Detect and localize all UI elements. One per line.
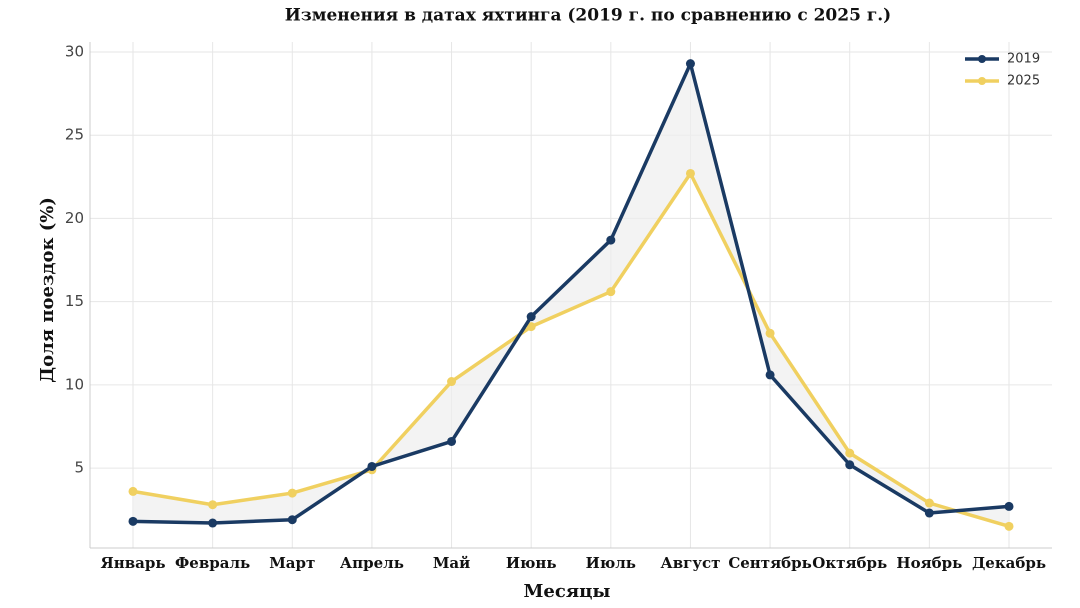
data-point [765, 370, 775, 380]
data-point [765, 328, 775, 338]
x-tick-label: Сентябрь [728, 554, 812, 572]
legend-marker [978, 55, 986, 63]
data-point [447, 377, 457, 387]
x-tick-label: Январь [100, 554, 165, 572]
data-point [447, 436, 457, 446]
x-tick-label: Февраль [175, 554, 250, 572]
x-tick-label: Июль [586, 554, 636, 572]
x-tick-label: Апрель [340, 554, 404, 572]
data-point [287, 488, 297, 498]
data-point [685, 59, 695, 69]
series-line [132, 171, 1010, 529]
legend-marker [978, 77, 986, 85]
data-point [367, 461, 377, 471]
data-point [845, 448, 855, 458]
chart-title: Изменения в датах яхтинга (2019 г. по ср… [285, 6, 891, 26]
data-point [208, 500, 218, 510]
data-point [128, 486, 138, 496]
data-point [287, 515, 297, 525]
x-tick-label: Май [433, 554, 470, 572]
x-tick-label: Декабрь [972, 554, 1046, 572]
data-point [128, 516, 138, 526]
y-tick-label: 25 [65, 126, 84, 144]
data-point [606, 287, 616, 297]
x-tick-label: Март [269, 554, 315, 572]
data-point [685, 168, 695, 178]
data-point [526, 322, 536, 332]
x-tick-label: Ноябрь [896, 554, 962, 572]
legend-label: 2019 [1007, 52, 1040, 67]
data-point [924, 498, 934, 508]
y-tick-label: 15 [65, 292, 84, 310]
x-tick-label: Август [661, 554, 721, 572]
x-tick-label: Июнь [506, 554, 557, 572]
y-tick-label: 20 [65, 209, 84, 227]
data-point [924, 508, 934, 518]
data-point [606, 235, 616, 245]
data-point [1004, 521, 1014, 531]
data-point [845, 460, 855, 470]
x-axis-label: Месяцы [524, 581, 611, 602]
y-tick-label: 10 [65, 375, 84, 393]
series-line [132, 61, 1010, 525]
legend-label: 2025 [1007, 74, 1040, 89]
between-fill [133, 63, 1009, 527]
data-point [1004, 501, 1014, 511]
x-tick-label: Октябрь [812, 554, 887, 572]
y-tick-label: 30 [65, 42, 84, 60]
data-point [208, 518, 218, 528]
y-tick-label: 5 [74, 459, 84, 477]
y-axis-label: Доля поездок (%) [37, 197, 58, 383]
data-point [526, 312, 536, 322]
